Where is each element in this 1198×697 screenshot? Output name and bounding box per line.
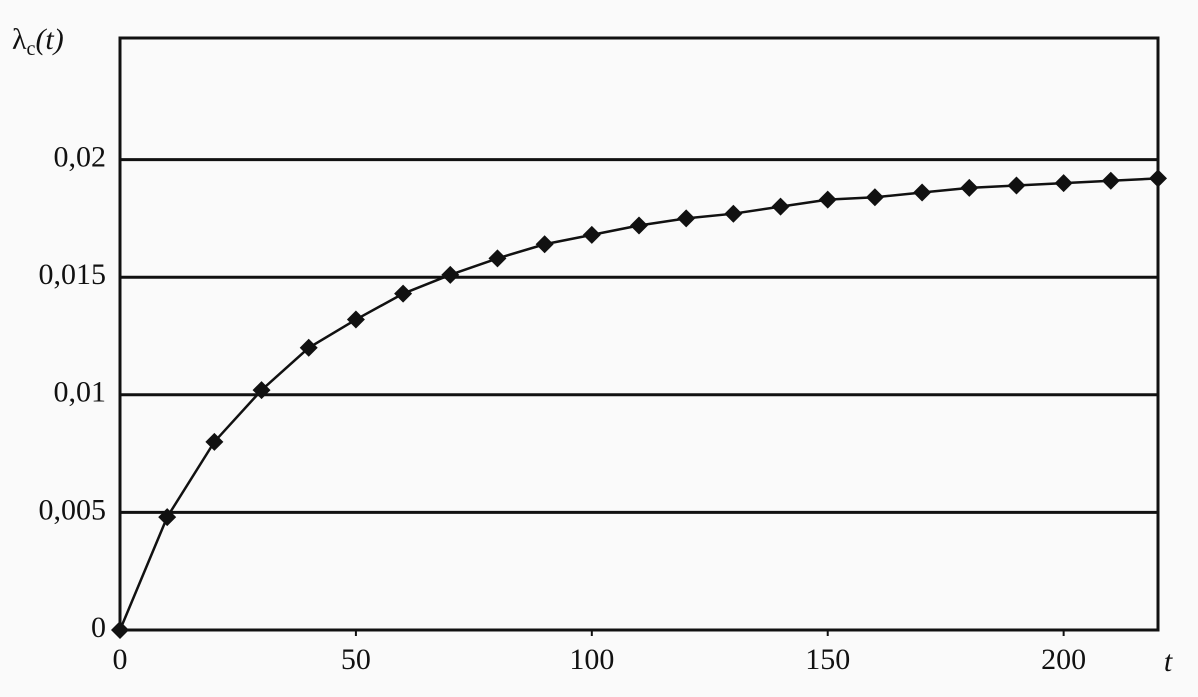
- plot-frame: [118, 36, 1160, 632]
- data-point: [1007, 176, 1026, 195]
- data-point: [1054, 174, 1073, 193]
- y-tick-label: 0,02: [54, 140, 107, 173]
- data-line: [118, 177, 1159, 631]
- data-point: [960, 178, 979, 197]
- data-point: [346, 310, 365, 329]
- data-point: [535, 235, 554, 254]
- x-tick-label: 50: [341, 643, 371, 676]
- data-point: [111, 621, 129, 639]
- y-label-arg: (t): [35, 23, 63, 56]
- data-point: [677, 209, 696, 228]
- y-axis-label: λc(t): [12, 23, 64, 60]
- data-point: [1149, 169, 1167, 188]
- data-point: [252, 381, 271, 400]
- data-point: [913, 183, 932, 202]
- data-point: [582, 225, 601, 244]
- data-point: [158, 508, 177, 527]
- y-label-sub: c: [27, 38, 36, 60]
- data-point: [394, 284, 413, 303]
- data-point: [865, 188, 884, 207]
- x-axis-label: t: [1164, 645, 1173, 678]
- data-point: [1101, 171, 1120, 190]
- y-label-base: λ: [12, 23, 27, 56]
- data-point: [724, 204, 743, 223]
- data-point: [771, 197, 790, 216]
- x-tick-label: 100: [569, 643, 614, 676]
- y-tick-label: 0,01: [54, 376, 107, 409]
- y-tick-label: 0,005: [39, 493, 107, 526]
- data-point: [299, 338, 318, 357]
- x-tick-label: 0: [113, 643, 128, 676]
- x-tick-label: 200: [1041, 643, 1086, 676]
- x-tick-label: 150: [805, 643, 850, 676]
- data-point: [630, 216, 648, 235]
- y-tick-label: 0: [91, 611, 106, 644]
- data-point: [488, 249, 507, 268]
- data-point: [205, 432, 224, 451]
- y-tick-label: 0,015: [39, 258, 107, 291]
- data-point: [818, 190, 837, 209]
- data-point: [441, 265, 460, 284]
